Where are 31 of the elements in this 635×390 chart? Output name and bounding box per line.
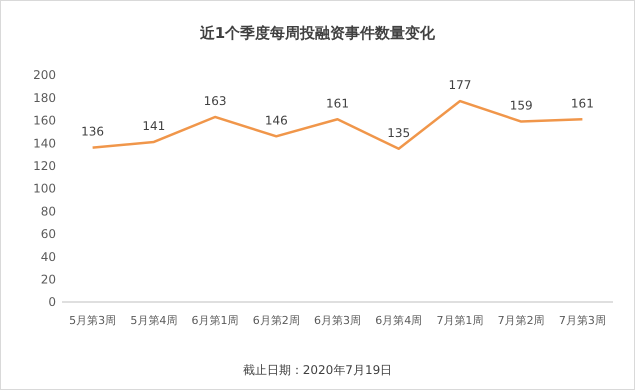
x-tick-label: 6月第1周 <box>192 314 239 327</box>
y-tick-label: 20 <box>40 272 56 286</box>
y-tick-label: 60 <box>40 227 56 242</box>
y-tick-label: 140 <box>33 136 56 150</box>
x-tick-label: 7月第2周 <box>498 314 545 327</box>
y-tick-label: 160 <box>33 114 56 128</box>
x-tick-label: 5月第4周 <box>130 314 178 327</box>
x-tick-label: 7月第3周 <box>558 314 606 327</box>
y-tick-label: 100 <box>33 182 56 196</box>
x-tick-label: 5月第3周 <box>69 314 116 327</box>
data-label: 159 <box>510 98 533 113</box>
x-tick-label: 7月第1周 <box>436 314 484 327</box>
y-tick-label: 200 <box>33 68 56 82</box>
data-label: 163 <box>204 94 227 108</box>
y-tick-label: 80 <box>40 204 56 218</box>
y-tick-label: 120 <box>33 159 56 173</box>
data-label: 161 <box>326 96 349 110</box>
text: 截止日期：2020年7月19日 <box>242 363 392 377</box>
data-label: 136 <box>81 124 104 139</box>
y-tick-label: 180 <box>33 90 56 105</box>
y-tick-label: 40 <box>40 250 56 264</box>
x-tick-label: 6月第3周 <box>314 314 361 327</box>
data-label: 135 <box>387 126 410 140</box>
data-label: 161 <box>570 96 594 110</box>
x-tick-label: 6月第2周 <box>252 314 300 327</box>
chart-title: 近1个季度每周投融资事件数量变化 <box>198 24 436 42</box>
y-tick-label: 0 <box>48 295 56 310</box>
data-label: 141 <box>142 118 166 133</box>
data-label: 177 <box>448 78 472 92</box>
data-label: 146 <box>264 113 288 128</box>
x-tick-label: 6月第4周 <box>375 314 422 327</box>
